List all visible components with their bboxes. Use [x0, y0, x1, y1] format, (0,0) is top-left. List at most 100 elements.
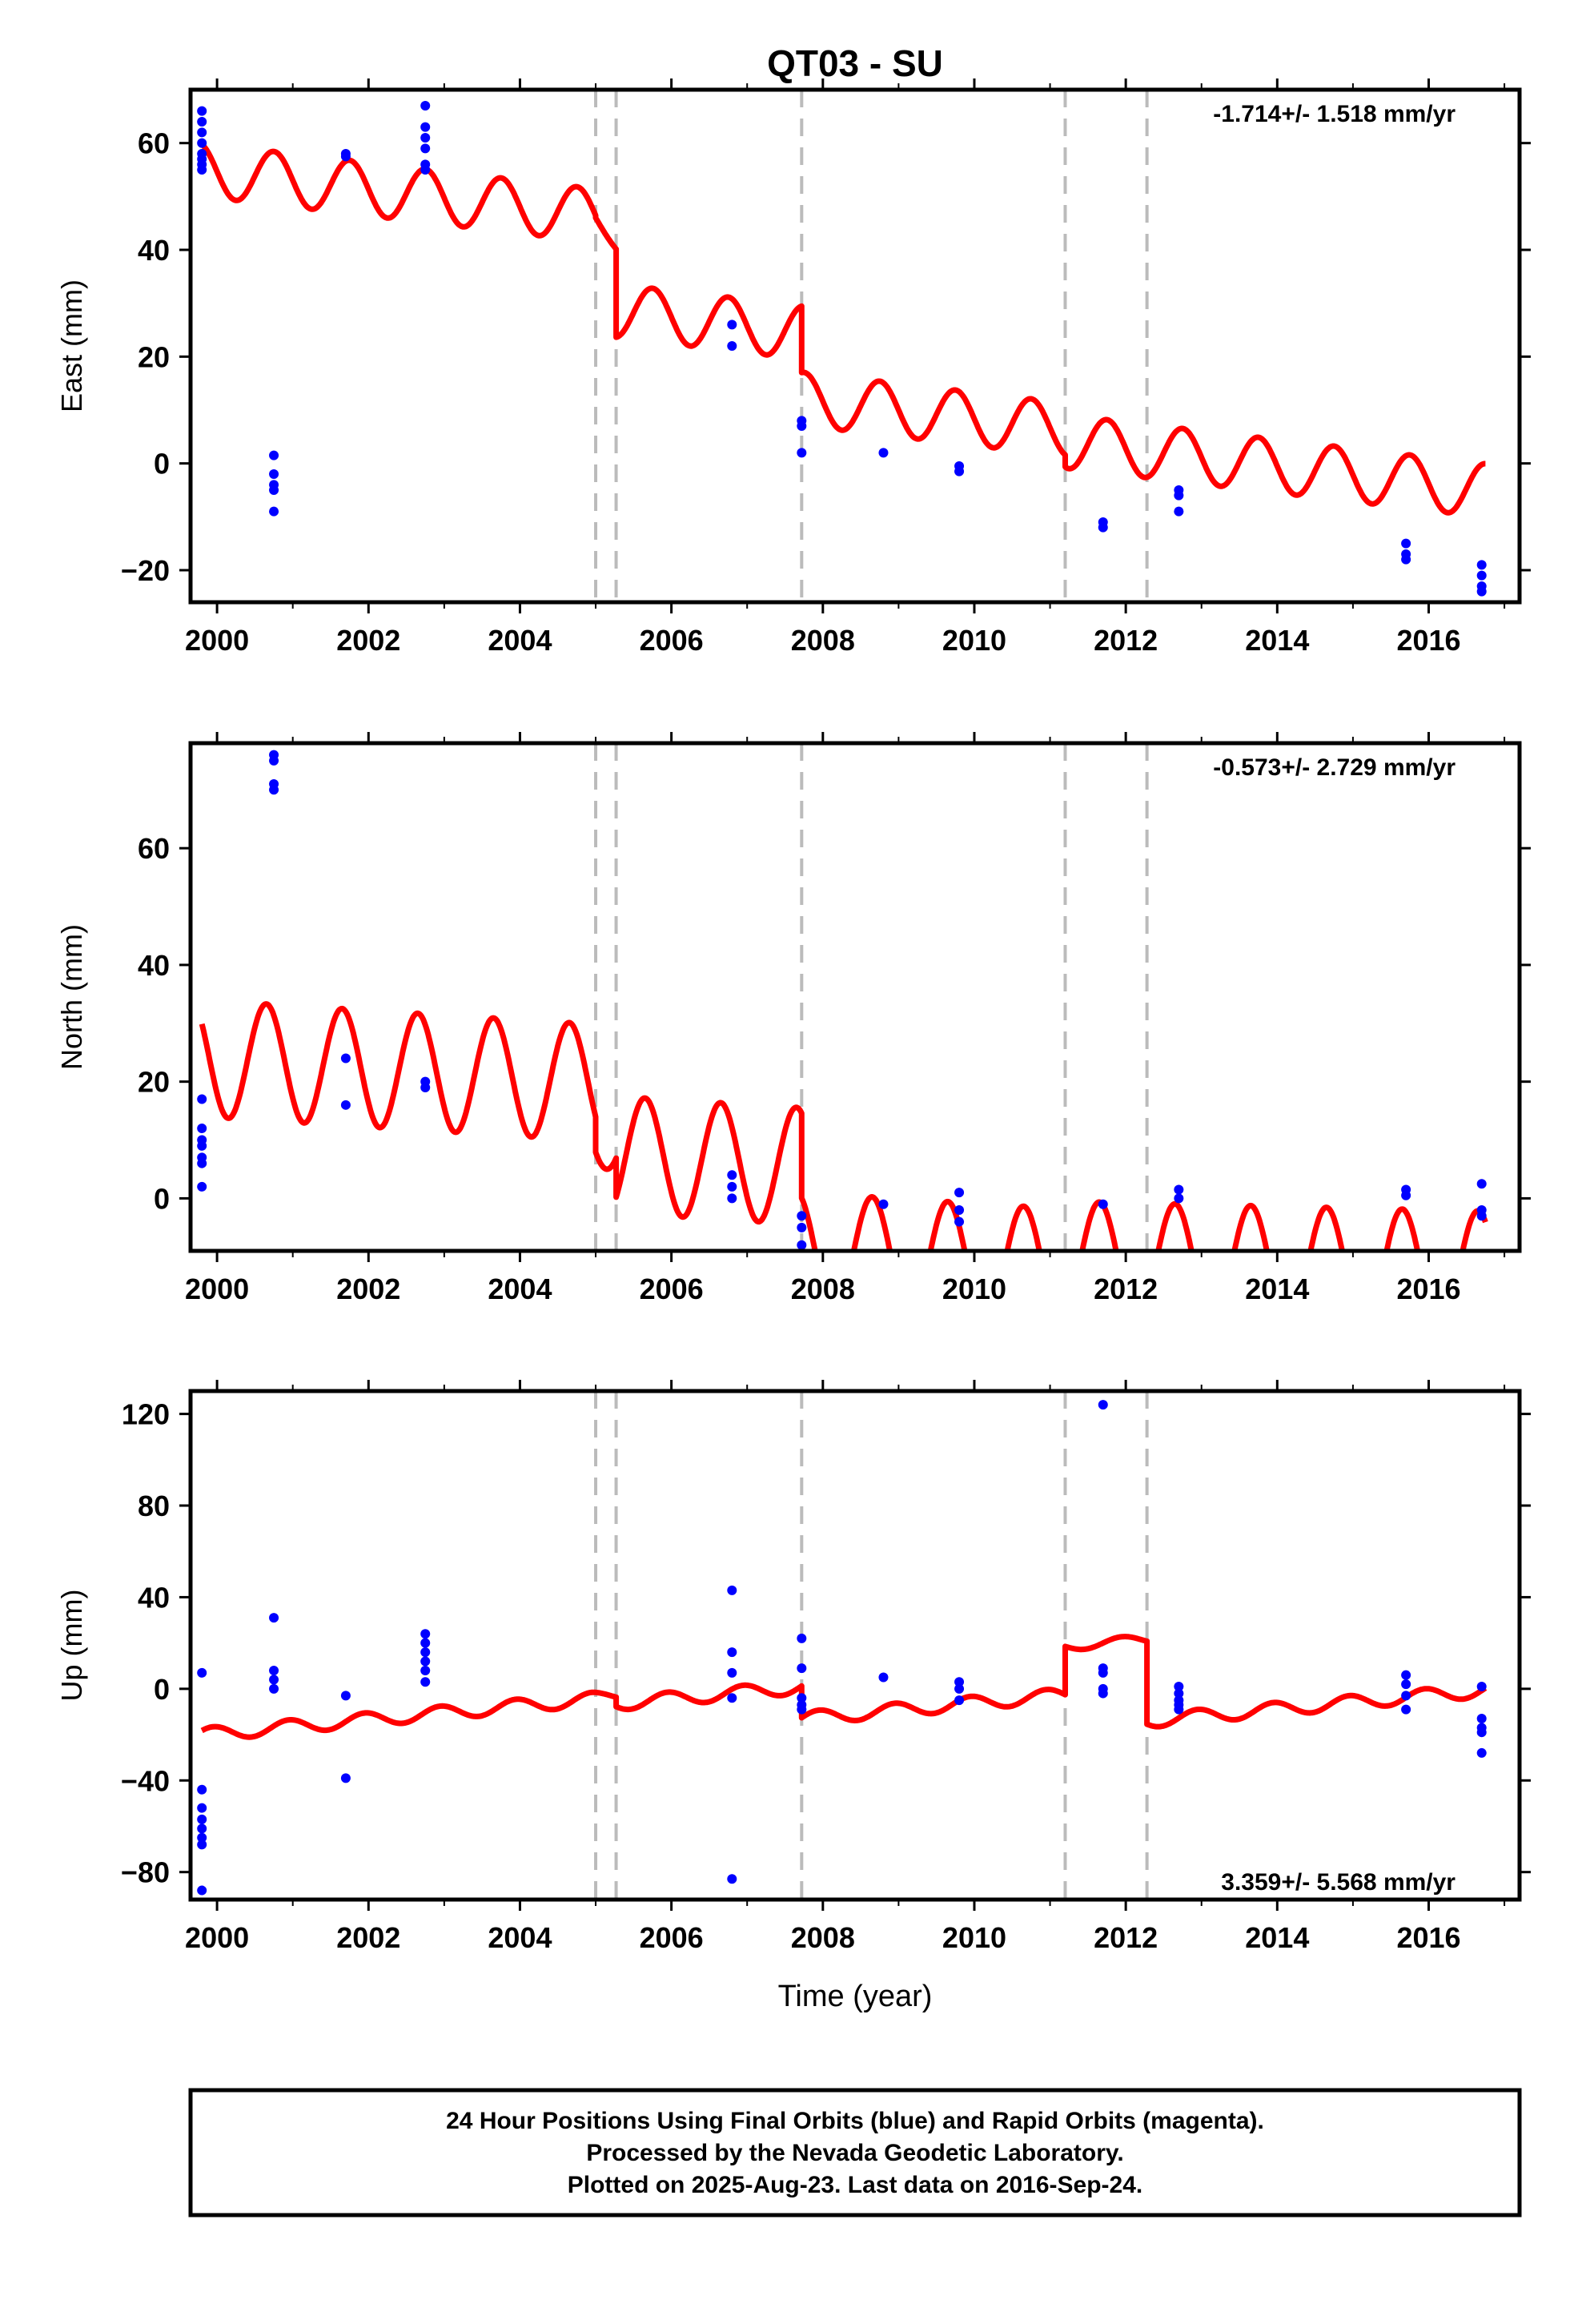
data-point	[1098, 1667, 1108, 1678]
x-tick-label: 2006	[640, 1273, 704, 1305]
data-point	[878, 1199, 889, 1209]
data-point	[197, 1814, 207, 1824]
x-tick-label: 2000	[185, 624, 249, 657]
caption-box: 24 Hour Positions Using Final Orbits (bl…	[188, 2088, 1522, 2217]
data-point	[269, 1675, 279, 1685]
data-point	[797, 421, 807, 431]
data-point	[340, 1691, 351, 1701]
plot-area	[197, 101, 1488, 597]
data-point	[197, 165, 207, 175]
y-tick-label: 40	[138, 234, 170, 267]
data-point	[197, 1784, 207, 1795]
y-tick-label: 40	[138, 1581, 170, 1614]
data-point	[1401, 1679, 1411, 1690]
data-point	[1401, 1704, 1411, 1715]
y-axis-label: North (mm)	[55, 924, 88, 1070]
plot-area	[197, 750, 1488, 1251]
data-point	[1174, 1704, 1184, 1715]
data-point	[727, 1181, 737, 1192]
data-point	[1098, 1400, 1108, 1410]
data-point	[420, 1647, 431, 1658]
data-point	[420, 133, 431, 143]
data-point	[1174, 1184, 1184, 1195]
x-tick-label: 2014	[1245, 624, 1309, 657]
panel-east: 2000 2002 2004 2006 2008 2010 2012 2014 2016 −20 0…	[55, 78, 1531, 657]
model-curve	[199, 1634, 1488, 1740]
data-point	[340, 1053, 351, 1063]
data-point	[727, 1874, 737, 1884]
data-point	[954, 1188, 965, 1198]
data-point	[797, 1663, 807, 1674]
x-tick-label: 2012	[1094, 624, 1158, 657]
data-point	[420, 1629, 431, 1639]
data-point	[797, 1633, 807, 1643]
data-point	[1174, 506, 1184, 517]
data-point	[269, 1665, 279, 1675]
y-tick-label: −40	[121, 1764, 170, 1797]
data-point	[1401, 1190, 1411, 1200]
data-point	[797, 1211, 807, 1221]
y-tick-label: 60	[138, 832, 170, 865]
data-point	[197, 1823, 207, 1834]
model-curve	[199, 1001, 1488, 1251]
y-axis-label: East (mm)	[55, 279, 88, 412]
y-tick-label: 0	[154, 1673, 170, 1706]
data-point	[197, 1094, 207, 1104]
x-tick-label: 2008	[791, 1273, 855, 1305]
y-tick-label: 0	[154, 448, 170, 480]
data-point	[420, 1656, 431, 1667]
data-point	[420, 1638, 431, 1648]
data-point	[420, 101, 431, 111]
x-tick-label: 2006	[640, 624, 704, 657]
data-point	[727, 341, 737, 351]
data-point	[340, 151, 351, 162]
x-tick-label: 2016	[1396, 1921, 1460, 1954]
x-tick-label: 2012	[1094, 1273, 1158, 1305]
caption-line-1: 24 Hour Positions Using Final Orbits (bl…	[446, 2108, 1264, 2134]
data-point	[269, 755, 279, 766]
data-point	[1401, 1691, 1411, 1701]
caption-line-2: Processed by the Nevada Geodetic Laborat…	[586, 2140, 1123, 2166]
y-tick-label: 40	[138, 949, 170, 982]
data-point	[1476, 1681, 1487, 1691]
data-point	[797, 1222, 807, 1232]
data-point	[727, 1667, 737, 1678]
x-tick-label: 2010	[942, 1273, 1006, 1305]
data-point	[1174, 1193, 1184, 1204]
x-tick-label: 2008	[791, 1921, 855, 1954]
data-point	[197, 1667, 207, 1678]
data-point	[197, 138, 207, 148]
data-point	[954, 1677, 965, 1687]
data-point	[269, 1613, 279, 1623]
x-tick-label: 2002	[336, 1273, 400, 1305]
data-point	[727, 1170, 737, 1180]
data-point	[797, 1240, 807, 1250]
data-point	[1098, 522, 1108, 533]
data-point	[878, 448, 889, 458]
y-tick-label: 20	[138, 340, 170, 373]
data-point	[1401, 538, 1411, 549]
panel-north: 2000 2002 2004 2006 2008 2010 2012 2014 2016 0 20 4…	[55, 732, 1531, 1305]
x-tick-label: 2006	[640, 1921, 704, 1954]
data-point	[797, 1693, 807, 1703]
data-point	[197, 127, 207, 138]
x-tick-label: 2010	[942, 624, 1006, 657]
data-point	[197, 1181, 207, 1192]
x-tick-label: 2014	[1245, 1273, 1309, 1305]
model-curve	[199, 142, 1488, 516]
x-tick-label: 2000	[185, 1921, 249, 1954]
data-point	[420, 122, 431, 132]
data-point	[1476, 1727, 1487, 1738]
rate-label: 3.359+/- 5.568 mm/yr	[1221, 1869, 1456, 1896]
y-tick-label: 0	[154, 1182, 170, 1215]
data-point	[1401, 554, 1411, 565]
data-point	[797, 448, 807, 458]
data-point	[197, 1158, 207, 1168]
data-point	[954, 1216, 965, 1227]
data-point	[1476, 570, 1487, 581]
data-point	[269, 506, 279, 517]
data-point	[1174, 490, 1184, 501]
data-point	[727, 1647, 737, 1658]
data-point	[1098, 1688, 1108, 1699]
